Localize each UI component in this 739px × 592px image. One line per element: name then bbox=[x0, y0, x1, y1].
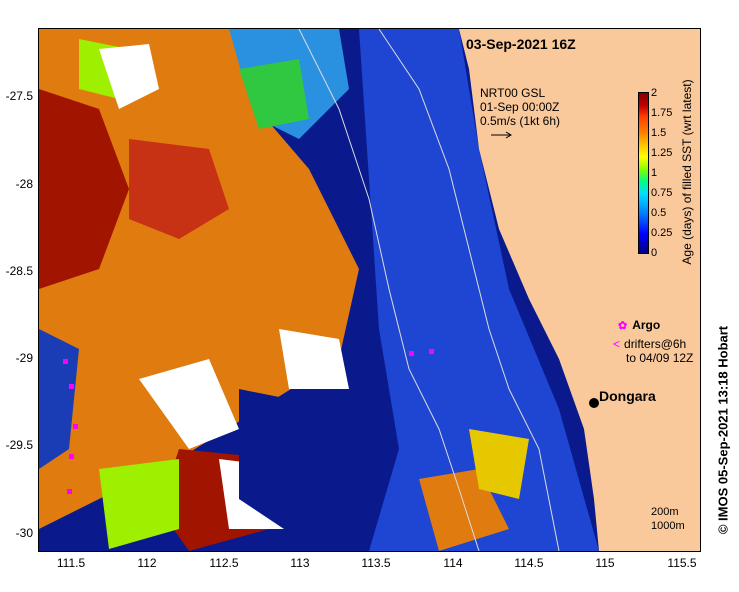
eddy bbox=[239, 389, 369, 539]
colorbar-tick: 2 bbox=[651, 87, 658, 99]
y-tick-label: -29.5 bbox=[5, 438, 33, 452]
cloud-gap-2 bbox=[139, 359, 239, 449]
velocity-arrow-icon bbox=[491, 131, 512, 139]
x-tick-label: 113 bbox=[290, 556, 310, 570]
cloud-gap-3 bbox=[279, 329, 349, 389]
velocity-scale-label: 0.5m/s (1kt 6h) bbox=[480, 114, 561, 128]
yellow-patch-east bbox=[469, 429, 529, 499]
y-tick-label: -29 bbox=[15, 351, 33, 365]
drifter-tracks bbox=[63, 349, 434, 494]
x-tick-label: 112.5 bbox=[209, 556, 239, 570]
depth-200m-label: 200m bbox=[651, 506, 679, 518]
map-datetime: 03-Sep-2021 16Z bbox=[466, 36, 576, 52]
y-tick-label: -30 bbox=[15, 526, 33, 540]
town-label: Dongara bbox=[599, 388, 656, 404]
red-patch-center bbox=[129, 139, 229, 239]
x-tick-label: 111.5 bbox=[56, 556, 86, 570]
x-tick-label: 114.5 bbox=[514, 556, 544, 570]
x-tick-label: 114 bbox=[443, 556, 463, 570]
colorbar-tick: 1.75 bbox=[651, 107, 673, 119]
colorbar-tick: 1.25 bbox=[651, 147, 673, 159]
isobath-200m bbox=[378, 29, 560, 551]
model-name: NRT00 GSL bbox=[480, 86, 546, 100]
cloud-gap-1 bbox=[99, 44, 159, 109]
x-tick-label: 112 bbox=[137, 556, 157, 570]
drifter-label-1: drifters@6h bbox=[624, 337, 687, 351]
model-info: NRT00 GSL 01-Sep 00:00Z 0.5m/s (1kt 6h) bbox=[480, 86, 560, 128]
x-tick-label: 115 bbox=[595, 556, 615, 570]
drifter-icon: < bbox=[613, 337, 621, 351]
colorbar-title: Age (days) of filled SST (wrt latest) bbox=[680, 79, 694, 265]
blue-strip-west bbox=[39, 329, 79, 469]
x-tick-label: 115.5 bbox=[667, 556, 697, 570]
argo-legend: ✿ Argo bbox=[618, 318, 660, 332]
lime-patch-2 bbox=[99, 459, 179, 549]
colorbar-tick: 0.75 bbox=[651, 187, 673, 199]
orange-field bbox=[39, 29, 359, 529]
model-time: 01-Sep 00:00Z bbox=[480, 100, 560, 114]
imos-credit: © IMOS 05-Sep-2021 13:18 Hobart bbox=[715, 325, 731, 535]
colorbar-tick: 1.5 bbox=[651, 127, 667, 139]
colorbar-tick: 0.25 bbox=[651, 227, 673, 239]
x-tick-label: 113.5 bbox=[361, 556, 391, 570]
y-tick-label: -28 bbox=[15, 177, 33, 191]
sst-age-field bbox=[39, 29, 700, 551]
depth-legend: 200m 1000m bbox=[651, 505, 685, 533]
sst-map[interactable] bbox=[38, 28, 701, 552]
colorbar bbox=[638, 92, 649, 254]
isobath-1000m bbox=[298, 29, 480, 551]
y-tick-label: -27.5 bbox=[5, 89, 33, 103]
town-marker-icon bbox=[589, 398, 599, 408]
red-patch-west bbox=[39, 89, 129, 289]
y-tick-label: -28.5 bbox=[5, 264, 33, 278]
colorbar-tick: 0 bbox=[651, 247, 658, 259]
colorbar-tick: 1 bbox=[651, 167, 658, 179]
argo-label: Argo bbox=[632, 318, 661, 332]
colorbar-tick: 0.5 bbox=[651, 207, 667, 219]
green-patch-1 bbox=[239, 59, 309, 129]
argo-float-icon: ✿ bbox=[618, 320, 628, 332]
depth-1000m-label: 1000m bbox=[651, 520, 685, 532]
drifter-legend: < drifters@6h to 04/09 12Z bbox=[613, 337, 693, 365]
drifter-label-2: to 04/09 12Z bbox=[626, 351, 694, 365]
